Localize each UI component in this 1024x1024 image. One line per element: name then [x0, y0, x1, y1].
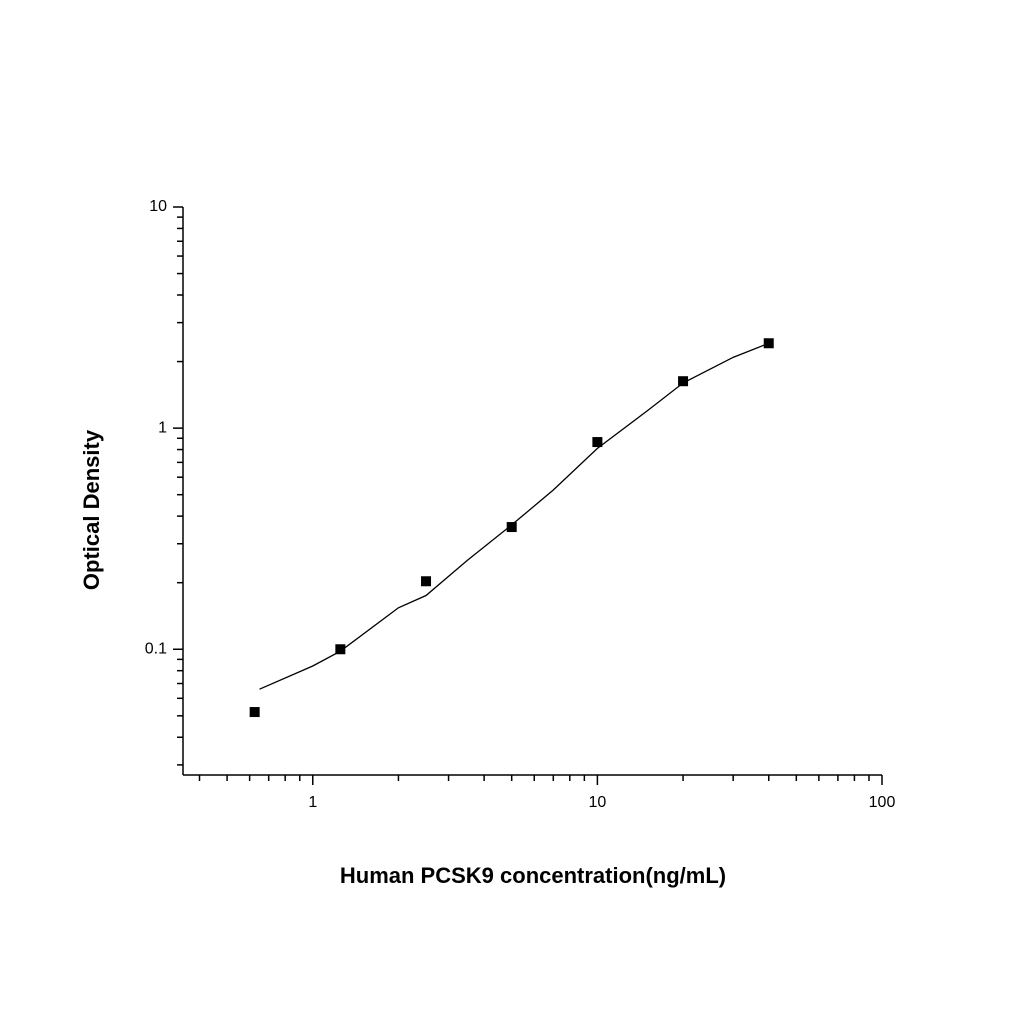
fit-curve: [259, 342, 769, 690]
x-axis-label: Human PCSK9 concentration(ng/mL): [340, 863, 726, 888]
point: [592, 437, 603, 448]
y-tick-label: 1: [158, 419, 167, 436]
x-tick-label: 1: [308, 794, 317, 811]
y-axis-label: Optical Density: [79, 429, 104, 590]
point: [506, 522, 517, 533]
point: [763, 338, 774, 349]
point: [249, 707, 260, 718]
y-tick-label: 0.1: [145, 640, 167, 657]
point: [421, 576, 432, 587]
point: [335, 644, 346, 655]
y-tick-label: 10: [149, 198, 167, 215]
x-tick-label: 100: [869, 794, 896, 811]
point: [678, 376, 689, 387]
x-tick-label: 10: [588, 794, 606, 811]
